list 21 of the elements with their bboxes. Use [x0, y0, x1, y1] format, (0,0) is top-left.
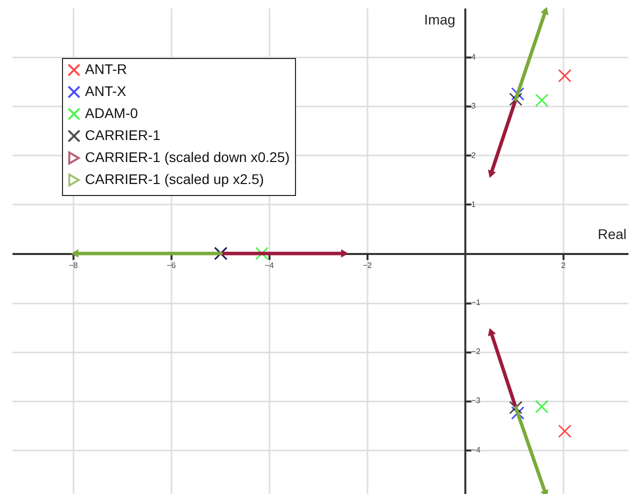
legend-label: CARRIER-1 (scaled down x0.25) — [85, 149, 290, 165]
y-axis-title: Imag — [424, 12, 456, 28]
x-tick-label: −4 — [264, 260, 274, 270]
y-tick-label: 4 — [471, 52, 476, 62]
legend-label: ADAM-0 — [85, 105, 138, 121]
x-tick-label: 2 — [561, 260, 566, 270]
x-tick-label: −2 — [362, 260, 372, 270]
y-tick-label: −1 — [471, 298, 481, 308]
legend-label: CARRIER-1 — [85, 127, 161, 143]
x-tick-label: −6 — [166, 260, 176, 270]
legend-label: ANT-X — [85, 83, 127, 99]
x-axis-title: Real — [598, 226, 626, 242]
legend-label: CARRIER-1 (scaled up x2.5) — [85, 171, 264, 187]
y-tick-label: 3 — [471, 102, 476, 111]
y-tick-label: 2 — [471, 150, 476, 160]
y-tick-label: −2 — [471, 347, 481, 356]
y-tick-label: −3 — [471, 396, 481, 406]
legend-label: ANT-R — [85, 61, 127, 77]
y-tick-label: 1 — [471, 200, 476, 209]
y-tick-label: −4 — [471, 445, 481, 454]
x-tick-label: −8 — [68, 260, 78, 270]
